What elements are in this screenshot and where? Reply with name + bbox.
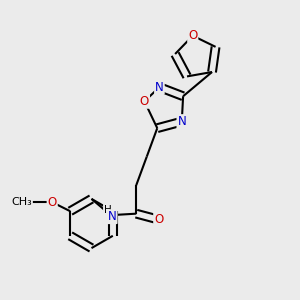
Text: O: O xyxy=(140,95,149,108)
Text: O: O xyxy=(188,29,197,42)
Text: H: H xyxy=(104,205,112,215)
Text: O: O xyxy=(154,213,164,226)
Text: N: N xyxy=(177,115,186,128)
Text: N: N xyxy=(155,81,164,94)
Text: O: O xyxy=(48,196,57,209)
Text: CH₃: CH₃ xyxy=(11,197,32,207)
Text: N: N xyxy=(108,210,117,223)
